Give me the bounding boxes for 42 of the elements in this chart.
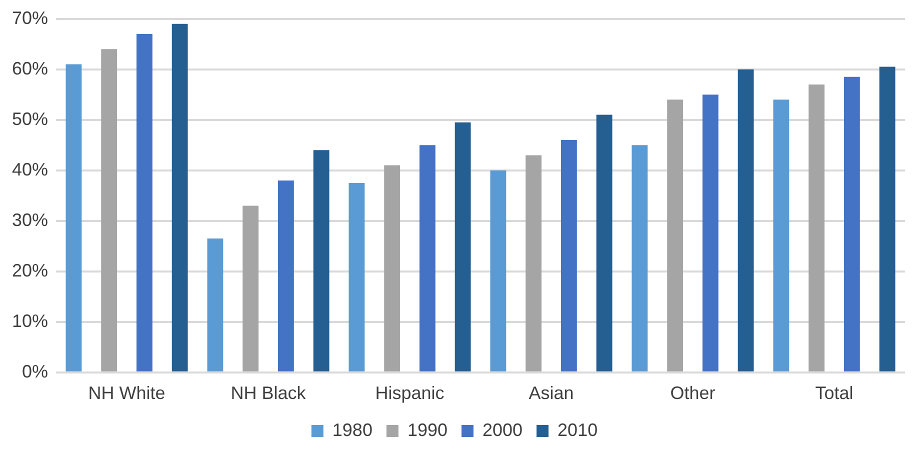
bar bbox=[384, 165, 400, 372]
bar bbox=[207, 238, 224, 372]
x-tick-label: Other bbox=[670, 383, 716, 404]
legend-label: 2000 bbox=[482, 420, 523, 440]
x-tick-label: NH Black bbox=[230, 383, 307, 404]
bar bbox=[136, 34, 152, 372]
bar bbox=[419, 145, 436, 372]
y-tick-label: 50% bbox=[12, 108, 48, 129]
bar bbox=[242, 206, 259, 372]
y-tick-label: 70% bbox=[12, 8, 48, 28]
bar bbox=[667, 100, 684, 372]
bar bbox=[560, 140, 577, 372]
bar bbox=[738, 69, 754, 372]
legend-label: 1980 bbox=[332, 420, 372, 440]
bar bbox=[348, 182, 365, 372]
bar bbox=[66, 64, 82, 372]
bar bbox=[454, 122, 471, 372]
y-tick-label: 30% bbox=[12, 210, 48, 230]
bar bbox=[596, 114, 612, 372]
x-tick-label: Hispanic bbox=[375, 383, 444, 404]
bar bbox=[808, 84, 825, 372]
y-tick-label: 60% bbox=[12, 58, 48, 78]
legend-label: 1990 bbox=[407, 420, 448, 440]
y-tick-label: 10% bbox=[12, 310, 48, 331]
bar bbox=[172, 24, 188, 372]
bar bbox=[278, 180, 294, 372]
x-tick-label: Total bbox=[815, 383, 854, 404]
y-tick-label: 0% bbox=[22, 361, 48, 382]
x-tick-label: NH White bbox=[88, 383, 166, 404]
y-tick-label: 40% bbox=[12, 159, 48, 180]
bar bbox=[844, 76, 860, 372]
bar bbox=[526, 155, 542, 372]
bar bbox=[632, 145, 648, 372]
bar bbox=[773, 100, 790, 372]
bar bbox=[702, 94, 718, 372]
bar bbox=[490, 170, 506, 372]
bar bbox=[879, 66, 896, 372]
legend-label: 2010 bbox=[558, 420, 598, 440]
x-tick-label: Asian bbox=[528, 383, 574, 404]
bar bbox=[313, 150, 330, 372]
bar bbox=[101, 49, 118, 372]
y-tick-label: 20% bbox=[12, 260, 48, 280]
